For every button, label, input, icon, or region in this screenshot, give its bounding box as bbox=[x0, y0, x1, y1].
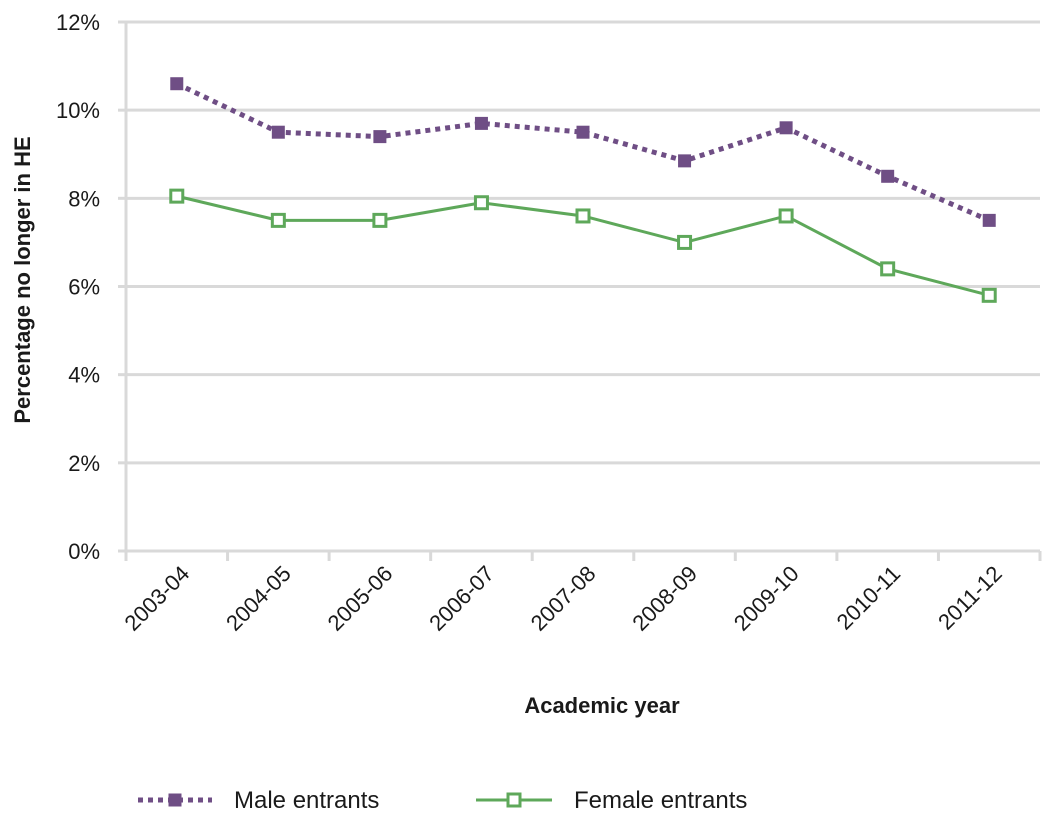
data-point bbox=[678, 154, 692, 168]
y-tick-label: 8% bbox=[68, 186, 100, 211]
x-tick-label: 2007-08 bbox=[526, 561, 601, 636]
data-point bbox=[169, 188, 185, 204]
x-tick-label: 2008-09 bbox=[627, 561, 702, 636]
y-tick-label: 4% bbox=[68, 363, 100, 388]
legend: Male entrants Female entrants bbox=[138, 787, 747, 814]
x-tick-label: 2004-05 bbox=[221, 561, 296, 636]
data-point bbox=[778, 208, 794, 224]
x-tick-label: 2011-12 bbox=[933, 561, 1007, 635]
x-tick-label: 2003-04 bbox=[120, 561, 195, 636]
legend-item: Male entrants bbox=[138, 787, 379, 814]
axes bbox=[124, 22, 1040, 561]
data-point bbox=[270, 212, 286, 228]
data-point bbox=[981, 287, 997, 303]
data-point bbox=[982, 213, 996, 227]
data-point bbox=[880, 261, 896, 277]
series-group bbox=[169, 77, 997, 303]
y-axis-title: Percentage no longer in HE bbox=[10, 136, 35, 423]
x-axis-title: Academic year bbox=[524, 693, 680, 718]
y-tick-label: 10% bbox=[56, 98, 100, 123]
y-tick-label: 12% bbox=[56, 10, 100, 35]
y-tick-label: 2% bbox=[68, 451, 100, 476]
data-point bbox=[372, 212, 388, 228]
series-line bbox=[175, 81, 991, 223]
legend-marker bbox=[168, 793, 182, 807]
x-tick-label: 2010-11 bbox=[832, 561, 906, 635]
legend-label: Female entrants bbox=[574, 787, 747, 814]
data-point bbox=[271, 125, 285, 139]
x-tick-label: 2009-10 bbox=[729, 561, 804, 636]
data-point bbox=[575, 208, 591, 224]
data-point bbox=[779, 121, 793, 135]
data-point bbox=[473, 195, 489, 211]
data-point bbox=[170, 77, 184, 91]
data-point bbox=[373, 130, 387, 144]
series-1 bbox=[169, 188, 997, 303]
x-tick-label: 2006-07 bbox=[424, 561, 499, 636]
data-point bbox=[474, 116, 488, 130]
legend-label: Male entrants bbox=[234, 787, 379, 814]
x-axis-ticks: 2003-04 2004-05 2005-06 2006-07 2007-08 2008-… bbox=[120, 551, 1042, 636]
legend-marker bbox=[506, 792, 522, 808]
data-point bbox=[677, 234, 693, 250]
y-tick-label: 6% bbox=[68, 275, 100, 300]
series-0 bbox=[170, 77, 996, 227]
x-tick-label: 2005-06 bbox=[323, 561, 398, 636]
legend-item: Female entrants bbox=[476, 787, 747, 814]
y-axis-ticks: 0% 2% 4% 6% 8% 10% 12% bbox=[56, 10, 126, 564]
data-point bbox=[576, 125, 590, 139]
gridlines bbox=[126, 20, 1040, 465]
data-point bbox=[881, 169, 895, 183]
y-tick-label: 0% bbox=[68, 539, 100, 564]
